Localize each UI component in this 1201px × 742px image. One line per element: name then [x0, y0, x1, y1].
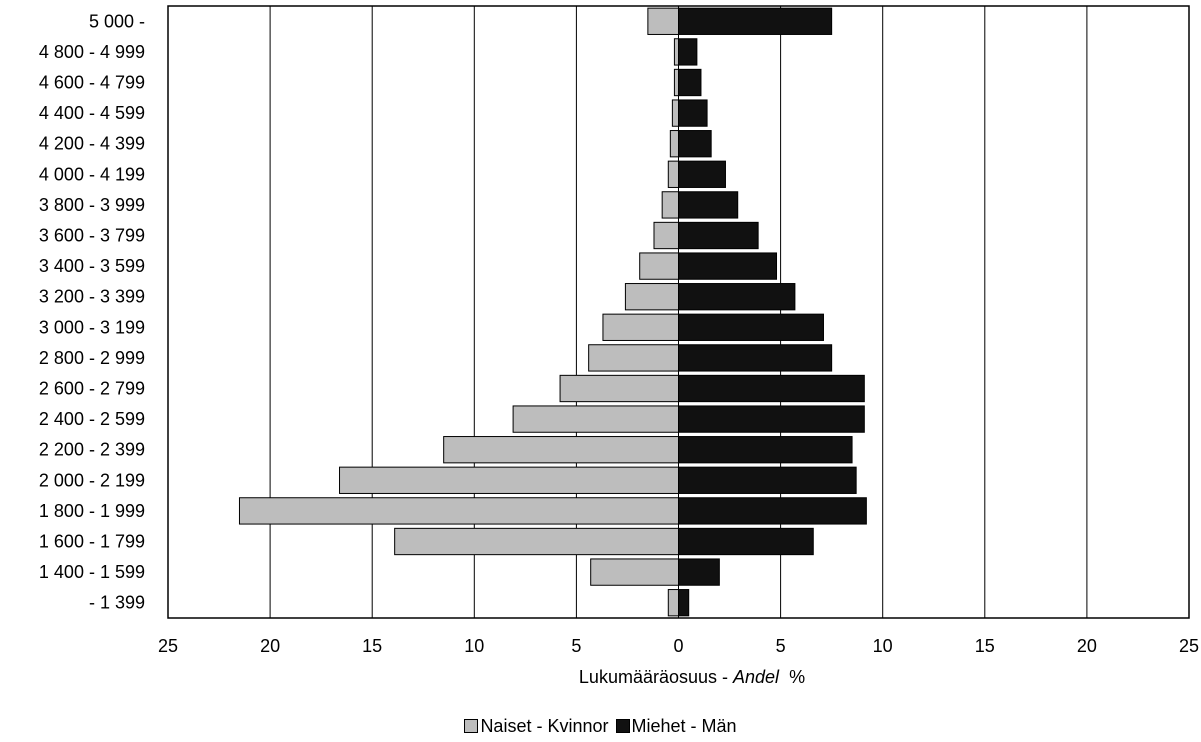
bar-women — [512, 405, 680, 433]
category-label: 5 000 - — [89, 11, 145, 31]
bar-women — [639, 252, 680, 280]
x-tick-label: 15 — [975, 636, 995, 656]
bar-women — [559, 374, 680, 403]
bar-women — [653, 221, 679, 250]
category-label: 4 200 - 4 399 — [39, 134, 145, 154]
category-label: 1 800 - 1 999 — [39, 501, 145, 521]
x-tick-label: 5 — [571, 636, 581, 656]
bar-men — [678, 191, 739, 219]
category-label: 4 800 - 4 999 — [39, 42, 145, 62]
x-tick-label: 25 — [1179, 636, 1199, 656]
bar-women — [588, 344, 679, 372]
category-label: 4 600 - 4 799 — [39, 73, 145, 93]
bar-men — [678, 221, 759, 250]
legend-swatch-women — [464, 719, 479, 733]
category-label: 2 200 - 2 399 — [39, 440, 145, 460]
legend-swatch-men — [615, 719, 630, 733]
category-label: 3 800 - 3 999 — [39, 195, 145, 215]
bar-women — [602, 313, 679, 341]
x-axis-title-unit: % — [779, 667, 805, 687]
x-tick-label: 10 — [873, 636, 893, 656]
bar-men — [678, 38, 698, 66]
x-tick-label: 15 — [362, 636, 382, 656]
bar-men — [678, 589, 690, 617]
bar-women — [339, 466, 679, 494]
bars — [238, 7, 867, 617]
category-label: 4 000 - 4 199 — [39, 164, 145, 184]
category-label: - 1 399 — [89, 593, 145, 613]
category-label: 1 600 - 1 799 — [39, 532, 145, 552]
bar-women — [443, 436, 680, 464]
bar-men — [678, 130, 712, 158]
x-tick-label: 5 — [776, 636, 786, 656]
bar-men — [678, 99, 708, 127]
bar-men — [678, 68, 702, 97]
x-tick-label: 25 — [158, 636, 178, 656]
x-axis-title-italic: Andel — [732, 667, 780, 687]
bar-women — [673, 38, 680, 66]
bar-men — [678, 527, 814, 556]
category-label: 3 200 - 3 399 — [39, 287, 145, 307]
bar-men — [678, 558, 720, 586]
bar-women — [671, 99, 680, 127]
bar-men — [678, 344, 833, 372]
category-label: 3 000 - 3 199 — [39, 317, 145, 337]
bar-men — [678, 252, 778, 280]
bar-men — [678, 7, 833, 35]
x-tick-label: 20 — [1077, 636, 1097, 656]
legend-item-men: Miehet - Män — [615, 716, 737, 737]
bar-women — [667, 589, 679, 617]
x-tick-label: 20 — [260, 636, 280, 656]
bar-men — [678, 374, 865, 403]
legend-label-women: Naiset - Kvinnor — [480, 716, 609, 736]
category-label: 4 400 - 4 599 — [39, 103, 145, 123]
bar-men — [678, 313, 824, 341]
legend-item-women: Naiset - Kvinnor — [464, 716, 609, 737]
legend: Naiset - Kvinnor Miehet - Män — [0, 716, 1201, 737]
bar-women — [673, 68, 680, 97]
category-label: 2 400 - 2 599 — [39, 409, 145, 429]
bar-women — [661, 191, 680, 219]
category-label: 2 800 - 2 999 — [39, 348, 145, 368]
plot-frame — [167, 5, 1190, 619]
bar-women — [590, 558, 679, 586]
bar-women — [667, 160, 679, 188]
bar-men — [678, 436, 853, 464]
x-tick-label: 0 — [673, 636, 683, 656]
x-tick-label: 10 — [464, 636, 484, 656]
category-label: 2 600 - 2 799 — [39, 379, 145, 399]
x-axis-title-main: Lukumääräosuus - — [579, 667, 733, 687]
bar-men — [678, 160, 726, 188]
category-label: 1 400 - 1 599 — [39, 562, 145, 582]
x-axis-title: Lukumääräosuus - Andel % — [579, 667, 805, 687]
bar-women — [647, 7, 679, 35]
x-tick-labels: 25 20 15 10 5 0 5 10 15 20 25 — [158, 636, 1199, 656]
bar-men — [678, 405, 865, 433]
category-labels: 5 000 - 4 800 - 4 999 4 600 - 4 799 4 400 -… — [39, 11, 145, 612]
bar-women — [624, 283, 680, 311]
bar-men — [678, 283, 796, 311]
legend-label-men: Miehet - Män — [631, 716, 737, 736]
category-label: 3 600 - 3 799 — [39, 226, 145, 246]
category-label: 2 000 - 2 199 — [39, 470, 145, 490]
bar-men — [678, 497, 867, 525]
category-label: 3 400 - 3 599 — [39, 256, 145, 276]
gridlines — [269, 6, 1088, 618]
bar-women — [394, 527, 679, 556]
bar-women — [669, 130, 679, 158]
bar-men — [678, 466, 857, 494]
bar-women — [238, 497, 679, 525]
